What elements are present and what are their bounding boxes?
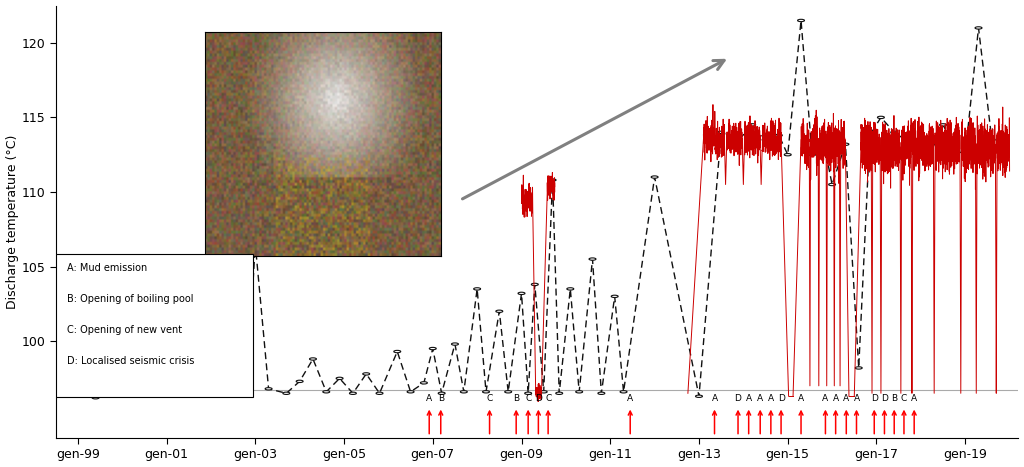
Text: D: D	[535, 394, 542, 403]
Circle shape	[598, 392, 605, 395]
Circle shape	[265, 388, 272, 390]
Circle shape	[549, 179, 556, 181]
Text: B: B	[437, 394, 443, 403]
Circle shape	[866, 134, 873, 136]
Circle shape	[718, 131, 725, 134]
Circle shape	[394, 350, 400, 353]
Circle shape	[309, 358, 316, 360]
Text: C: C	[901, 394, 907, 403]
Text: C: C	[525, 394, 531, 403]
Circle shape	[762, 139, 769, 141]
Circle shape	[474, 288, 480, 290]
Circle shape	[225, 385, 232, 387]
Circle shape	[855, 367, 862, 369]
Circle shape	[482, 390, 489, 393]
Text: D: D	[881, 394, 888, 403]
Circle shape	[784, 154, 792, 156]
Circle shape	[651, 176, 658, 178]
Text: B: B	[891, 394, 897, 403]
Circle shape	[735, 139, 742, 141]
Text: A: A	[843, 394, 849, 403]
Circle shape	[208, 392, 214, 395]
Text: A: A	[757, 394, 763, 403]
Circle shape	[695, 395, 702, 397]
Circle shape	[376, 392, 383, 395]
Circle shape	[252, 243, 259, 245]
Circle shape	[429, 347, 436, 350]
Text: B: B	[513, 394, 519, 403]
Text: C: Opening of new vent: C: Opening of new vent	[68, 325, 182, 335]
Text: A: A	[911, 394, 918, 403]
Text: A: A	[712, 394, 718, 403]
Circle shape	[567, 288, 573, 290]
Circle shape	[927, 154, 933, 156]
Text: B: Opening of boiling pool: B: Opening of boiling pool	[68, 294, 194, 304]
Text: A: A	[627, 394, 633, 403]
Circle shape	[541, 390, 547, 393]
Circle shape	[953, 149, 959, 151]
Circle shape	[283, 392, 290, 395]
Circle shape	[349, 392, 356, 395]
Circle shape	[461, 390, 467, 393]
Text: C: C	[545, 394, 551, 403]
Text: A: A	[822, 394, 828, 403]
Circle shape	[940, 124, 946, 126]
Circle shape	[159, 395, 166, 397]
Circle shape	[842, 143, 849, 145]
Circle shape	[524, 392, 531, 395]
Text: D: D	[870, 394, 878, 403]
Circle shape	[92, 396, 99, 399]
Circle shape	[243, 394, 250, 396]
Circle shape	[408, 390, 414, 393]
Circle shape	[123, 392, 130, 395]
Text: A: A	[768, 394, 774, 403]
Circle shape	[105, 388, 113, 390]
Circle shape	[336, 377, 343, 380]
Circle shape	[902, 139, 908, 141]
Circle shape	[181, 388, 187, 390]
Circle shape	[323, 390, 330, 393]
Text: A: A	[745, 394, 752, 403]
Circle shape	[518, 292, 525, 295]
Circle shape	[531, 283, 539, 286]
Circle shape	[820, 139, 826, 141]
Text: D: D	[734, 394, 741, 403]
Circle shape	[296, 380, 303, 382]
Text: A: A	[833, 394, 839, 403]
Circle shape	[589, 258, 596, 260]
Text: D: Localised seismic crisis: D: Localised seismic crisis	[68, 356, 195, 366]
Circle shape	[611, 295, 618, 297]
Circle shape	[962, 154, 969, 156]
Text: A: A	[853, 394, 859, 403]
Circle shape	[891, 131, 898, 134]
Circle shape	[575, 390, 583, 393]
Circle shape	[913, 149, 920, 151]
Text: A: Mud emission: A: Mud emission	[68, 263, 147, 273]
Circle shape	[809, 154, 815, 156]
Circle shape	[505, 390, 512, 393]
Circle shape	[141, 382, 147, 384]
Circle shape	[438, 392, 445, 395]
Circle shape	[975, 27, 982, 29]
FancyBboxPatch shape	[55, 254, 253, 397]
Circle shape	[878, 116, 885, 119]
Circle shape	[362, 373, 370, 375]
Circle shape	[452, 343, 459, 345]
Circle shape	[621, 390, 627, 393]
Circle shape	[749, 124, 756, 126]
Circle shape	[775, 134, 782, 136]
Y-axis label: Discharge temperature (°C): Discharge temperature (°C)	[5, 134, 18, 309]
Text: C: C	[486, 394, 493, 403]
Circle shape	[988, 139, 995, 141]
Circle shape	[75, 392, 81, 395]
Text: D: D	[777, 394, 784, 403]
Circle shape	[496, 310, 503, 312]
Text: A: A	[798, 394, 804, 403]
Circle shape	[556, 392, 562, 395]
Circle shape	[798, 19, 805, 21]
Circle shape	[828, 184, 836, 186]
Circle shape	[421, 382, 427, 384]
Text: A: A	[426, 394, 432, 403]
